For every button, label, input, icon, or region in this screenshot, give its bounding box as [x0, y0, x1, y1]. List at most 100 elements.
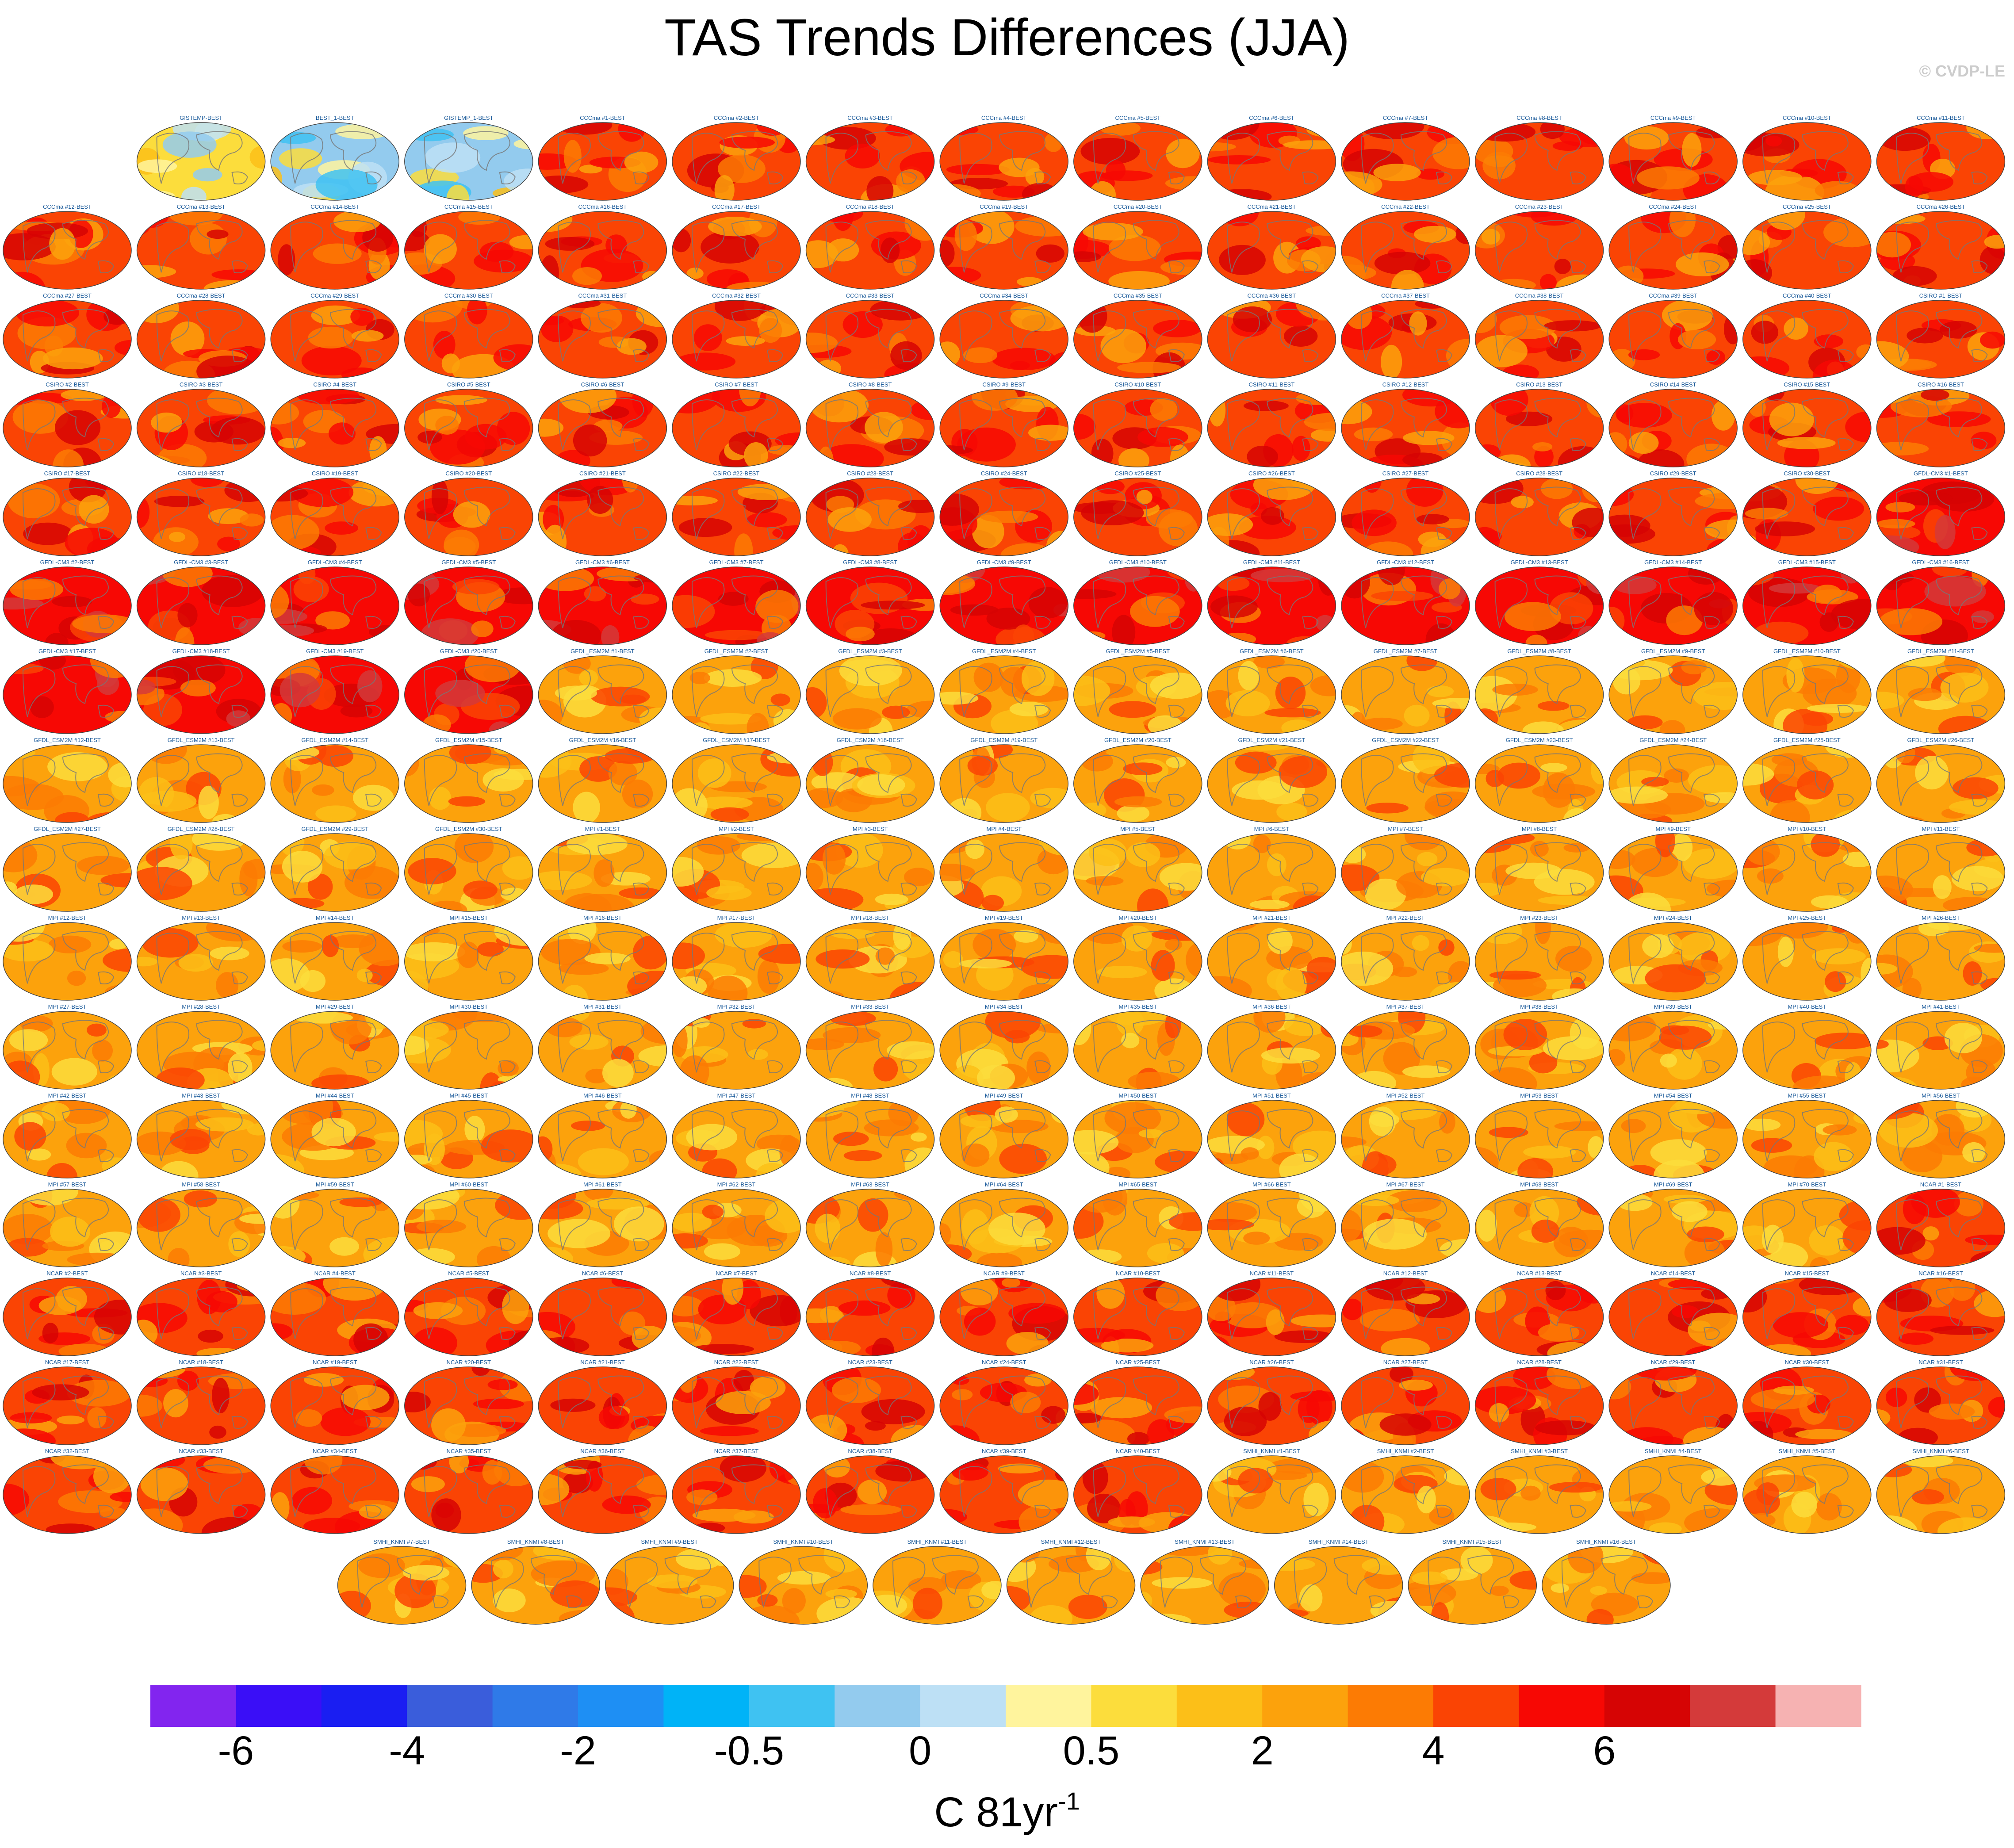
map-panel: MPI #70-BEST: [1742, 1181, 1872, 1267]
panel-label: CCCma #36-BEST: [1247, 292, 1296, 299]
panel-label: GFDL-CM3 #4-BEST: [308, 559, 362, 566]
panel-label: MPI #57-BEST: [48, 1181, 87, 1188]
panel-label: CCCma #9-BEST: [1650, 115, 1696, 121]
map-panel: CSIRO #6-BEST: [538, 381, 667, 467]
panel-label: MPI #13-BEST: [182, 914, 220, 921]
map-panel: MPI #1-BEST: [538, 826, 667, 912]
map-panel: NCAR #39-BEST: [939, 1448, 1068, 1534]
panel-label: SMHI_KNMI #2-BEST: [1377, 1448, 1434, 1454]
panel-label: GFDL_ESM2M #29-BEST: [301, 826, 368, 832]
map-panel: MPI #61-BEST: [538, 1181, 667, 1267]
colorbar-cell: [1091, 1685, 1177, 1727]
map-panel: CSIRO #3-BEST: [136, 381, 266, 467]
panel-label: GFDL-CM3 #10-BEST: [1109, 559, 1167, 566]
panel-label: MPI #70-BEST: [1788, 1181, 1826, 1188]
map-panel: NCAR #23-BEST: [805, 1359, 935, 1445]
panel-label: CCCma #4-BEST: [981, 115, 1027, 121]
map-panel: CSIRO #27-BEST: [1341, 470, 1470, 556]
panel-label: MPI #47-BEST: [717, 1092, 756, 1099]
colorbar-cell: [1690, 1685, 1776, 1727]
map-panel: NCAR #15-BEST: [1742, 1270, 1872, 1356]
map-panel: MPI #17-BEST: [672, 914, 801, 1001]
panel-label: MPI #59-BEST: [316, 1181, 354, 1188]
panel-label: NCAR #38-BEST: [848, 1448, 892, 1454]
map-panel: GFDL_ESM2M #23-BEST: [1474, 737, 1604, 823]
map-panel: GFDL_ESM2M #18-BEST: [805, 737, 935, 823]
map-panel: GFDL_ESM2M #4-BEST: [939, 648, 1068, 734]
map-panel: CSIRO #29-BEST: [1608, 470, 1738, 556]
map-panel: CCCma #40-BEST: [1742, 292, 1872, 379]
panel-label: GFDL_ESM2M #21-BEST: [1238, 737, 1306, 743]
panel-label: GFDL-CM3 #18-BEST: [172, 648, 230, 654]
panel-label: GFDL_ESM2M #2-BEST: [705, 648, 769, 654]
panel-label: CSIRO #15-BEST: [1784, 381, 1830, 388]
panel-label: NCAR #18-BEST: [179, 1359, 223, 1366]
map-panel: GFDL_ESM2M #15-BEST: [404, 737, 533, 823]
colorbar-label-main: C 81yr: [934, 1789, 1058, 1836]
map-panel: GFDL-CM3 #14-BEST: [1608, 559, 1738, 645]
panel-label: MPI #4-BEST: [986, 826, 1022, 832]
map-panel: GFDL_ESM2M #27-BEST: [3, 826, 132, 912]
panel-label: NCAR #25-BEST: [1116, 1359, 1160, 1366]
map-panel: NCAR #12-BEST: [1341, 1270, 1470, 1356]
map-panel: NCAR #40-BEST: [1073, 1448, 1202, 1534]
panel-label: GFDL-CM3 #9-BEST: [977, 559, 1031, 566]
map-panel: CCCma #9-BEST: [1608, 115, 1738, 201]
panel-label: GFDL_ESM2M #15-BEST: [435, 737, 502, 743]
map-panel: CSIRO #2-BEST: [3, 381, 132, 467]
panel-label: GFDL-CM3 #1-BEST: [1914, 470, 1968, 477]
panel-label: MPI #62-BEST: [717, 1181, 756, 1188]
map-panel: CSIRO #11-BEST: [1207, 381, 1336, 467]
map-panel: GFDL_ESM2M #28-BEST: [136, 826, 266, 912]
map-panel: NCAR #21-BEST: [538, 1359, 667, 1445]
panel-label: CSIRO #25-BEST: [1114, 470, 1161, 477]
panel-label: NCAR #7-BEST: [716, 1270, 757, 1277]
map-panel: GFDL-CM3 #3-BEST: [136, 559, 266, 645]
map-panel: CCCma #6-BEST: [1207, 115, 1336, 201]
panel-label: MPI #6-BEST: [1254, 826, 1290, 832]
map-panel: GFDL_ESM2M #29-BEST: [270, 826, 399, 912]
panel-label: CCCma #10-BEST: [1783, 115, 1831, 121]
panel-label: GISTEMP-BEST: [180, 115, 222, 121]
map-panel: MPI #19-BEST: [939, 914, 1068, 1001]
panel-label: MPI #40-BEST: [1788, 1003, 1826, 1010]
map-panel: GFDL-CM3 #12-BEST: [1341, 559, 1470, 645]
panel-label: NCAR #8-BEST: [850, 1270, 891, 1277]
chart-title: TAS Trends Differences (JJA): [664, 8, 1350, 67]
map-panel: MPI #38-BEST: [1474, 1003, 1604, 1090]
map-panel: NCAR #8-BEST: [805, 1270, 935, 1356]
panel-label: MPI #16-BEST: [583, 914, 622, 921]
panel-label: CSIRO #10-BEST: [1114, 381, 1161, 388]
panel-label: NCAR #11-BEST: [1250, 1270, 1294, 1277]
panel-label: CCCma #17-BEST: [712, 203, 761, 210]
map-panel: MPI #25-BEST: [1742, 914, 1872, 1001]
map-panel: GFDL-CM3 #18-BEST: [136, 648, 266, 734]
panel-label: SMHI_KNMI #6-BEST: [1912, 1448, 1969, 1454]
panel-label: GFDL_ESM2M #5-BEST: [1106, 648, 1170, 654]
panel-label: NCAR #36-BEST: [580, 1448, 624, 1454]
panel-label: MPI #22-BEST: [1386, 914, 1425, 921]
panel-label: GFDL_ESM2M #8-BEST: [1507, 648, 1571, 654]
map-panel: MPI #9-BEST: [1608, 826, 1738, 912]
panel-label: GFDL_ESM2M #4-BEST: [972, 648, 1036, 654]
map-panel: SMHI_KNMI #4-BEST: [1608, 1448, 1738, 1534]
panel-label: MPI #29-BEST: [316, 1003, 354, 1010]
colorbar-cell: [578, 1685, 664, 1727]
map-panel: MPI #3-BEST: [805, 826, 935, 912]
panel-label: SMHI_KNMI #4-BEST: [1645, 1448, 1702, 1454]
map-panel: MPI #23-BEST: [1474, 914, 1604, 1001]
panel-label: CSIRO #12-BEST: [1382, 381, 1429, 388]
panel-label: NCAR #22-BEST: [714, 1359, 758, 1366]
panel-label: CSIRO #28-BEST: [1516, 470, 1562, 477]
map-panel: MPI #50-BEST: [1073, 1092, 1202, 1178]
panel-label: NCAR #15-BEST: [1785, 1270, 1829, 1277]
map-panel: CCCma #36-BEST: [1207, 292, 1336, 379]
map-panel: GFDL_ESM2M #17-BEST: [672, 737, 801, 823]
panel-label: MPI #15-BEST: [449, 914, 488, 921]
panel-label: GFDL_ESM2M #24-BEST: [1639, 737, 1707, 743]
map-panel: MPI #6-BEST: [1207, 826, 1336, 912]
map-panel: GFDL_ESM2M #2-BEST: [672, 648, 801, 734]
panel-label: GFDL-CM3 #17-BEST: [38, 648, 96, 654]
panel-label: GFDL-CM3 #5-BEST: [441, 559, 496, 566]
colorbar-tick-label: -4: [389, 1728, 425, 1773]
